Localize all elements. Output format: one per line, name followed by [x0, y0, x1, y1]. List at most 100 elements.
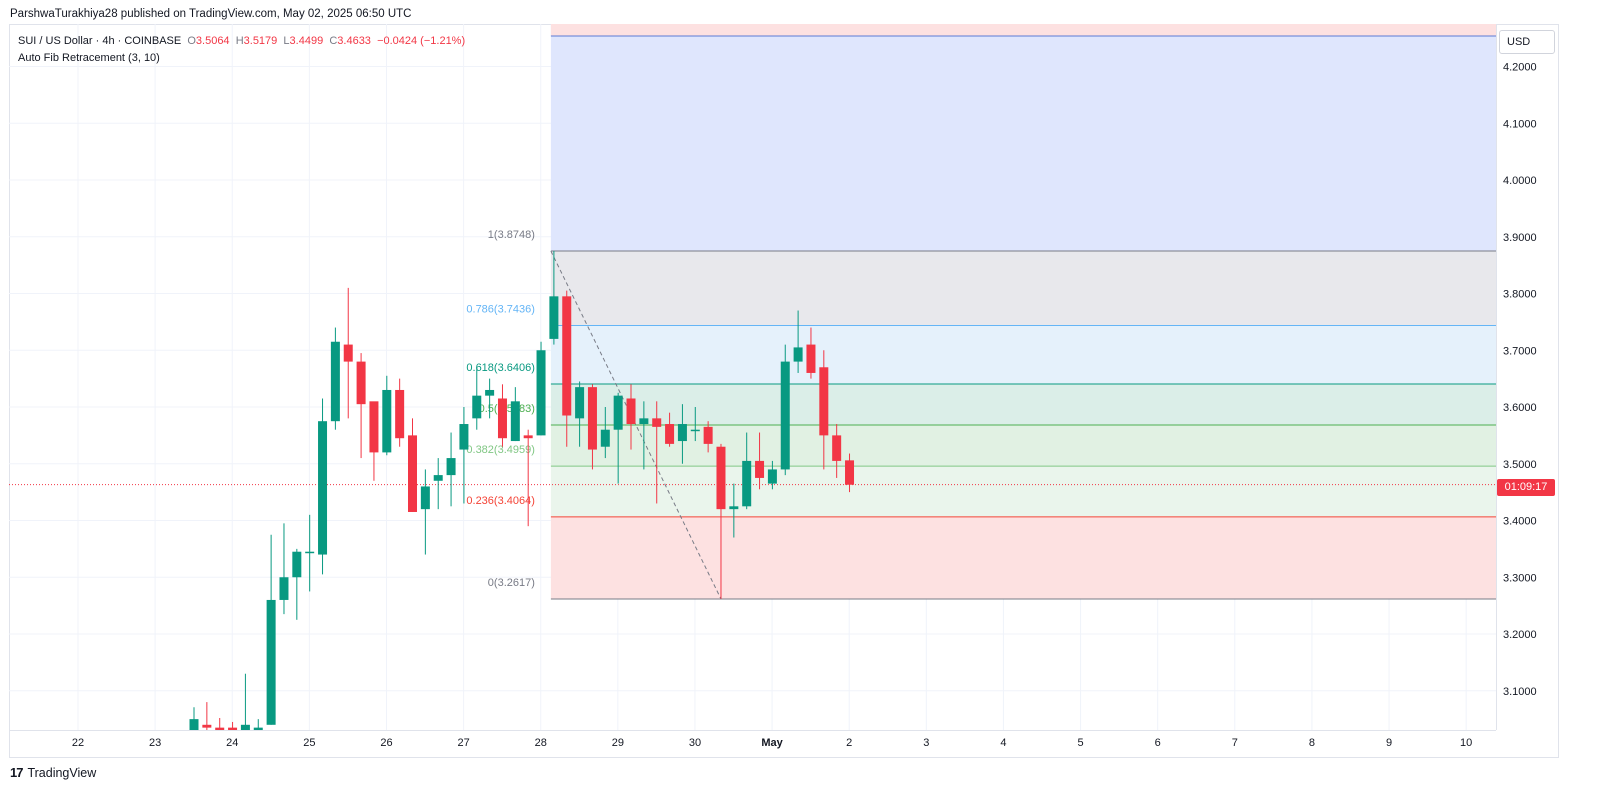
candle-up[interactable] — [677, 424, 687, 442]
price-tick-label: 3.2000 — [1503, 629, 1537, 641]
candle-up[interactable] — [330, 341, 340, 422]
candle-up[interactable] — [729, 506, 739, 510]
fib-level-label: 0(3.2617) — [488, 577, 535, 589]
candle-up[interactable] — [600, 429, 610, 447]
price-tick-label: 3.8000 — [1503, 289, 1537, 301]
time-tick-label: 5 — [1077, 737, 1083, 749]
candle-up[interactable] — [420, 486, 430, 510]
tradingview-logo-icon: 17 — [10, 765, 24, 780]
candle-up[interactable] — [510, 401, 520, 442]
candle-up[interactable] — [767, 469, 777, 484]
candle-up[interactable] — [485, 389, 495, 396]
time-tick-label: 28 — [535, 737, 547, 749]
legend-indicator[interactable]: Auto Fib Retracement (3, 10) — [18, 52, 160, 64]
price-tick-label: 4.1000 — [1503, 118, 1537, 130]
time-tick-label: 10 — [1460, 737, 1472, 749]
candle-up[interactable] — [780, 361, 790, 470]
legend-open: 3.5064 — [195, 35, 230, 47]
fib-level-label: 0.786(3.7436) — [466, 304, 535, 316]
legend-close-label: C — [329, 35, 338, 47]
candle-down[interactable] — [369, 401, 379, 453]
legend-open-label: O — [187, 35, 196, 47]
time-tick-label: 25 — [303, 737, 315, 749]
candle-down[interactable] — [819, 367, 829, 436]
price-tick-label: 3.7000 — [1503, 345, 1537, 357]
candle-up[interactable] — [690, 429, 700, 432]
time-tick-label: 6 — [1155, 737, 1161, 749]
candle-down[interactable] — [562, 296, 572, 416]
candle-up[interactable] — [266, 599, 276, 725]
candle-down[interactable] — [395, 389, 405, 439]
candle-down[interactable] — [587, 387, 597, 450]
candle-down[interactable] — [497, 398, 507, 439]
price-tick-label: 3.9000 — [1503, 232, 1537, 244]
fib-zone — [550, 24, 1496, 36]
price-tick-label: 3.3000 — [1503, 572, 1537, 584]
candle-down[interactable] — [523, 435, 533, 439]
candle-down[interactable] — [832, 435, 842, 461]
candle-up[interactable] — [305, 551, 315, 554]
candle-up[interactable] — [253, 727, 263, 731]
tradingview-logo[interactable]: 17 TradingView — [10, 765, 96, 780]
candle-down[interactable] — [408, 435, 418, 512]
current-price-countdown: 01:09:17 — [1497, 479, 1555, 496]
candle-down[interactable] — [665, 424, 675, 444]
candle-down[interactable] — [356, 361, 366, 405]
fib-level-label: 0.618(3.6406) — [466, 362, 535, 374]
candle-down[interactable] — [228, 727, 238, 731]
time-tick-label: 4 — [1000, 737, 1006, 749]
candle-down[interactable] — [215, 727, 225, 731]
candle-up[interactable] — [793, 347, 803, 362]
currency-button[interactable]: USD — [1499, 30, 1555, 54]
candle-down[interactable] — [202, 724, 212, 728]
candles-group — [189, 250, 855, 733]
fib-zone — [550, 251, 1496, 326]
publish-info: ParshwaTurakhiya28 published on TradingV… — [10, 8, 412, 20]
candle-down[interactable] — [755, 460, 765, 478]
time-tick-label: 8 — [1309, 737, 1315, 749]
candle-down[interactable] — [845, 460, 855, 485]
candle-up[interactable] — [549, 296, 559, 339]
candle-down[interactable] — [343, 344, 353, 362]
time-tick-label: 23 — [149, 737, 161, 749]
candle-up[interactable] — [446, 458, 456, 476]
candle-down[interactable] — [806, 344, 816, 373]
fib-zone — [550, 466, 1496, 517]
legend-low-label: L — [283, 35, 290, 47]
price-tick-label: 4.2000 — [1503, 62, 1537, 74]
time-tick-label: 27 — [457, 737, 469, 749]
fib-trend-line — [550, 250, 722, 600]
time-tick-label: 3 — [923, 737, 929, 749]
candle-up[interactable] — [459, 424, 469, 450]
candle-up[interactable] — [742, 460, 752, 507]
fib-level-label: 0.382(3.4959) — [466, 444, 535, 456]
candle-up[interactable] — [613, 395, 623, 430]
legend-symbol[interactable]: SUI / US Dollar · 4h · COINBASE — [18, 35, 182, 47]
time-tick-label: 9 — [1386, 737, 1392, 749]
candle-up[interactable] — [382, 389, 392, 453]
legend-ohlc-row: SUI / US Dollar · 4h · COINBASE O3.5064 … — [18, 33, 465, 50]
candle-down[interactable] — [703, 426, 713, 444]
time-tick-label: 26 — [380, 737, 392, 749]
candle-up[interactable] — [433, 475, 443, 481]
price-tick-label: 3.1000 — [1503, 686, 1537, 698]
candle-up[interactable] — [318, 421, 328, 555]
candle-up[interactable] — [639, 418, 649, 425]
time-tick-label: May — [761, 737, 783, 749]
candlestick-chart[interactable]: 1(3.8748)0.786(3.7436)0.618(3.6406)0.5(3… — [9, 24, 1559, 758]
candle-up[interactable] — [575, 387, 585, 419]
legend-high-label: H — [235, 35, 244, 47]
candle-down[interactable] — [716, 446, 726, 510]
candle-up[interactable] — [279, 577, 289, 600]
price-tick-label: 4.0000 — [1503, 175, 1537, 187]
candle-up[interactable] — [189, 719, 199, 733]
time-tick-label: 22 — [72, 737, 84, 749]
candle-down[interactable] — [652, 418, 662, 427]
candle-up[interactable] — [536, 350, 546, 436]
candle-up[interactable] — [292, 551, 302, 578]
candle-up[interactable] — [240, 724, 250, 731]
candle-down[interactable] — [626, 398, 636, 425]
time-tick-label: 7 — [1232, 737, 1238, 749]
candle-up[interactable] — [472, 395, 482, 419]
time-tick-label: 24 — [226, 737, 238, 749]
